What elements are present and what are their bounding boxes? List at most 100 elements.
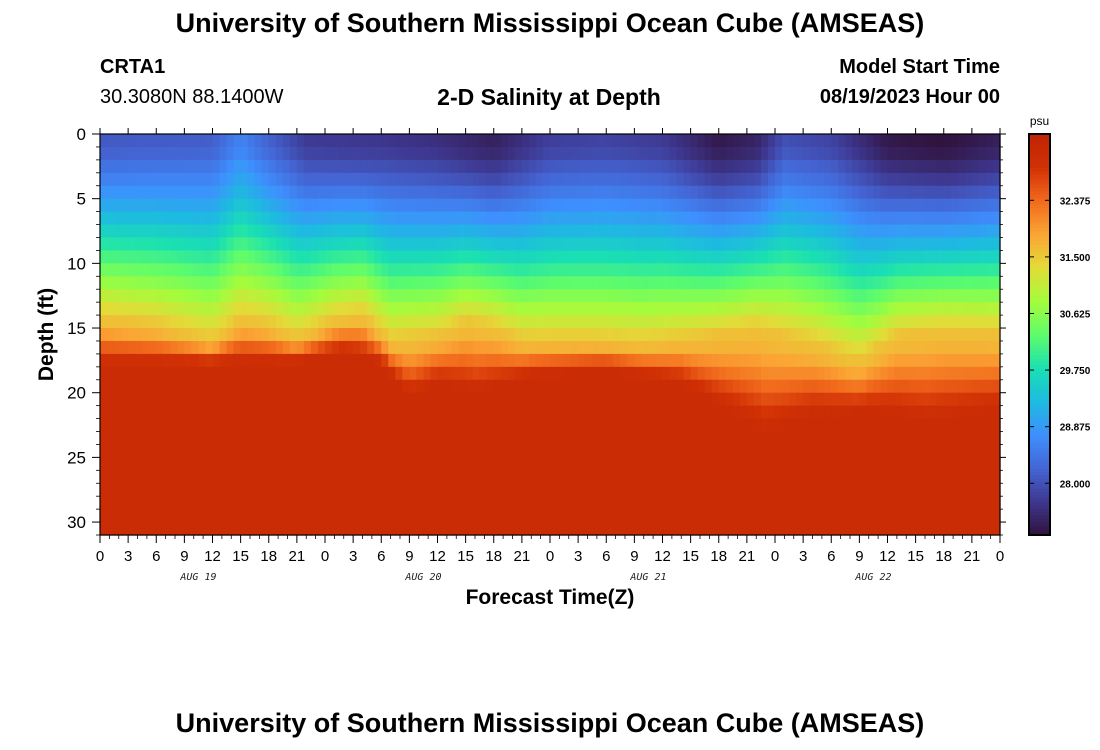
- heatmap-cell: [310, 250, 319, 264]
- heatmap-cell: [683, 146, 692, 161]
- heatmap-cell: [107, 418, 115, 433]
- heatmap-cell: [149, 159, 157, 174]
- heatmap-cell: [838, 250, 846, 264]
- heatmap-cell: [592, 379, 600, 394]
- heatmap-cell: [760, 211, 769, 226]
- heatmap-cell: [374, 444, 382, 458]
- heatmap-cell: [170, 146, 178, 161]
- heatmap-cell: [620, 340, 628, 355]
- heatmap-cell: [521, 405, 530, 420]
- heatmap-cell: [985, 250, 994, 264]
- heatmap-cell: [198, 159, 207, 174]
- heatmap-cell: [402, 328, 410, 342]
- heatmap-cell: [838, 185, 846, 200]
- heatmap-cell: [964, 509, 973, 523]
- heatmap-cell: [198, 146, 207, 161]
- heatmap-cell: [957, 509, 966, 523]
- heatmap-cell: [128, 496, 136, 510]
- heatmap-cell: [606, 263, 614, 277]
- colorbar-segment: [1029, 421, 1050, 426]
- heatmap-cell: [915, 379, 924, 394]
- heatmap-cell: [634, 134, 643, 148]
- heatmap-cell: [521, 418, 530, 433]
- heatmap-cell: [711, 353, 720, 368]
- heatmap-cell: [894, 444, 903, 458]
- heatmap-cell: [332, 237, 340, 252]
- heatmap-cell: [472, 496, 481, 510]
- heatmap-cell: [683, 328, 692, 342]
- heatmap-cell: [817, 198, 825, 213]
- heatmap-cell: [732, 457, 741, 471]
- heatmap-cell: [444, 315, 453, 329]
- heatmap-cell: [212, 172, 221, 187]
- heatmap-cell: [135, 289, 143, 303]
- heatmap-cell: [346, 224, 354, 239]
- heatmap-cell: [184, 289, 193, 303]
- heatmap-cell: [592, 134, 600, 148]
- heatmap-cell: [493, 134, 502, 148]
- heatmap-cell: [901, 172, 910, 187]
- heatmap-cell: [859, 353, 868, 368]
- heatmap-cell: [894, 457, 903, 471]
- heatmap-cell: [381, 366, 389, 381]
- heatmap-cell: [247, 172, 256, 187]
- heatmap-cell: [978, 522, 987, 536]
- heatmap-cell: [325, 509, 333, 523]
- heatmap-cell: [332, 522, 340, 536]
- heatmap-cell: [121, 418, 129, 433]
- heatmap-cell: [149, 185, 157, 200]
- heatmap-cell: [114, 470, 122, 484]
- heatmap-cell: [641, 340, 650, 355]
- heatmap-cell: [599, 509, 607, 523]
- heatmap-cell: [782, 509, 790, 523]
- heatmap-cell: [121, 289, 129, 303]
- heatmap-cell: [992, 198, 1001, 213]
- heatmap-cell: [929, 392, 938, 407]
- heatmap-cell: [655, 509, 664, 523]
- heatmap-cell: [957, 198, 966, 213]
- heatmap-cell: [606, 276, 614, 290]
- heatmap-cell: [992, 315, 1001, 329]
- heatmap-cell: [796, 353, 804, 368]
- heatmap-cell: [845, 353, 853, 368]
- heatmap-cell: [247, 418, 256, 433]
- heatmap-cell: [592, 340, 600, 355]
- heatmap-cell: [507, 134, 516, 148]
- heatmap-cell: [725, 159, 734, 174]
- colorbar-segment: [1029, 154, 1050, 158]
- heatmap-cell: [704, 457, 713, 471]
- heatmap-cell: [135, 146, 143, 161]
- heatmap-cell: [978, 237, 987, 252]
- x-day-label: AUG 20: [404, 572, 441, 583]
- heatmap-cell: [704, 237, 713, 252]
- heatmap-cell: [240, 263, 249, 277]
- heatmap-cell: [395, 276, 403, 290]
- heatmap-cell: [458, 379, 467, 394]
- heatmap-cell: [578, 522, 586, 536]
- heatmap-cell: [156, 522, 164, 536]
- heatmap-cell: [332, 444, 340, 458]
- heatmap-cell: [796, 340, 804, 355]
- heatmap-cell: [149, 418, 157, 433]
- heatmap-cell: [971, 315, 980, 329]
- heatmap-cell: [205, 418, 214, 433]
- heatmap-cell: [409, 366, 418, 381]
- heatmap-cell: [472, 237, 481, 252]
- colorbar-segment: [1029, 454, 1050, 459]
- heatmap-cell: [163, 522, 171, 536]
- colorbar-segment: [1029, 264, 1050, 269]
- heatmap-cell: [458, 172, 467, 187]
- colorbar-segment: [1029, 197, 1050, 202]
- heatmap-cell: [929, 224, 938, 239]
- heatmap-cell: [177, 457, 185, 471]
- heatmap-cell: [219, 418, 228, 433]
- heatmap-cell: [936, 418, 945, 433]
- heatmap-cell: [156, 444, 164, 458]
- heatmap-cell: [859, 159, 868, 174]
- heatmap-cell: [796, 211, 804, 226]
- heatmap-cell: [557, 483, 565, 497]
- heatmap-cell: [289, 328, 298, 342]
- heatmap-cell: [838, 237, 846, 252]
- heatmap-cell: [205, 315, 214, 329]
- heatmap-cell: [767, 340, 776, 355]
